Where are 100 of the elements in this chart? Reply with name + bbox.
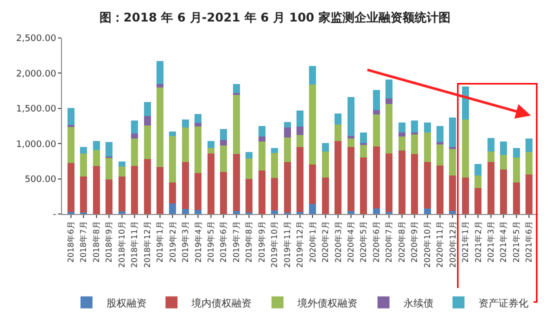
bar <box>194 123 202 127</box>
bar <box>284 137 291 162</box>
bar <box>372 114 380 146</box>
bar <box>118 166 126 176</box>
bar <box>246 152 253 158</box>
bar <box>67 127 74 163</box>
bar <box>424 122 431 132</box>
bar <box>512 158 520 182</box>
bar <box>411 154 418 214</box>
x-tick-label: 2019年4月 <box>194 221 203 263</box>
bar <box>474 175 482 188</box>
x-tick-label: 2020年4月 <box>346 221 356 263</box>
bar <box>487 138 494 152</box>
bar <box>347 138 354 148</box>
x-tick-label: 2018年11月 <box>130 221 140 268</box>
bar <box>232 95 240 154</box>
bar <box>80 147 88 154</box>
x-tick-label: 2020年7月 <box>384 221 394 263</box>
x-tick-label: 2020年8月 <box>397 221 406 263</box>
x-tick-label: 2018年8月 <box>92 221 101 263</box>
bar <box>487 162 494 214</box>
x-tick-label: 2020年11月 <box>436 221 445 268</box>
bar <box>246 178 253 213</box>
bar <box>372 90 380 110</box>
bar <box>462 120 469 178</box>
bar <box>309 84 316 165</box>
bar <box>526 152 533 175</box>
x-tick-label: 2018年9月 <box>104 221 114 263</box>
bar <box>462 177 469 214</box>
x-tick-label: 2020年3月 <box>334 221 343 263</box>
bar <box>232 154 240 212</box>
bar <box>131 134 138 139</box>
bar <box>258 141 266 170</box>
bar <box>526 138 533 152</box>
bar <box>156 87 164 167</box>
bar <box>526 174 533 214</box>
bar <box>386 153 393 212</box>
legend-label: 境内债权融资 <box>190 297 252 310</box>
bar <box>449 175 456 212</box>
bar <box>246 158 253 179</box>
bar <box>80 153 88 177</box>
legend-label: 永续债 <box>404 297 434 310</box>
bar <box>118 176 126 212</box>
bar <box>131 166 138 214</box>
bar <box>169 136 176 182</box>
bar <box>67 108 74 125</box>
bar <box>309 66 316 84</box>
bar <box>232 92 240 96</box>
bar <box>334 124 342 141</box>
bar <box>67 124 74 128</box>
bar <box>106 158 113 180</box>
x-tick-label: 2018年7月 <box>79 221 88 263</box>
legend-label: 资产证券化 <box>478 297 528 310</box>
bar <box>80 176 88 213</box>
x-tick-label: 2020年5月 <box>359 221 368 263</box>
x-tick-label: 2019年2月 <box>168 221 178 263</box>
bar <box>449 148 456 176</box>
bar <box>386 80 393 99</box>
bar <box>398 150 406 214</box>
bar <box>182 127 189 162</box>
bar <box>500 141 508 155</box>
bar <box>207 153 214 214</box>
bar <box>194 210 202 214</box>
bar <box>194 114 202 124</box>
bar <box>232 84 240 93</box>
bar <box>347 97 354 136</box>
x-tick-label: 2019年12月 <box>296 221 305 268</box>
bar <box>169 132 176 136</box>
bar <box>156 61 164 84</box>
bar <box>411 120 418 132</box>
bar <box>207 140 214 148</box>
bar <box>360 145 368 158</box>
bar <box>386 104 393 154</box>
bar <box>474 164 482 176</box>
x-tick-label: 2019年1月 <box>156 221 165 263</box>
bar <box>144 125 151 160</box>
x-tick-label: 2021年3月 <box>486 221 496 263</box>
bar <box>334 113 342 125</box>
bar <box>360 158 368 214</box>
bar <box>372 110 380 115</box>
x-tick-label: 2018年6月 <box>66 221 76 263</box>
x-tick-label: 2019年6月 <box>219 221 228 263</box>
bar <box>156 166 164 214</box>
x-tick-label: 2021年2月 <box>474 221 483 263</box>
y-tick-label: 500.00 <box>24 174 56 185</box>
bar <box>118 162 126 166</box>
bar <box>424 162 431 208</box>
bar <box>398 122 406 132</box>
bar <box>322 151 329 178</box>
bar <box>220 128 228 140</box>
x-tick-label: 2020年9月 <box>410 221 420 263</box>
x-tick-label: 2020年6月 <box>372 221 381 263</box>
bar <box>271 152 278 178</box>
bar <box>436 126 444 142</box>
bar <box>207 148 214 154</box>
bar <box>347 147 354 212</box>
legend-label: 股权融资 <box>106 297 146 310</box>
x-tick-label: 2019年9月 <box>257 221 266 263</box>
y-tick-label: 1,500.00 <box>16 104 56 115</box>
bar <box>271 178 278 210</box>
